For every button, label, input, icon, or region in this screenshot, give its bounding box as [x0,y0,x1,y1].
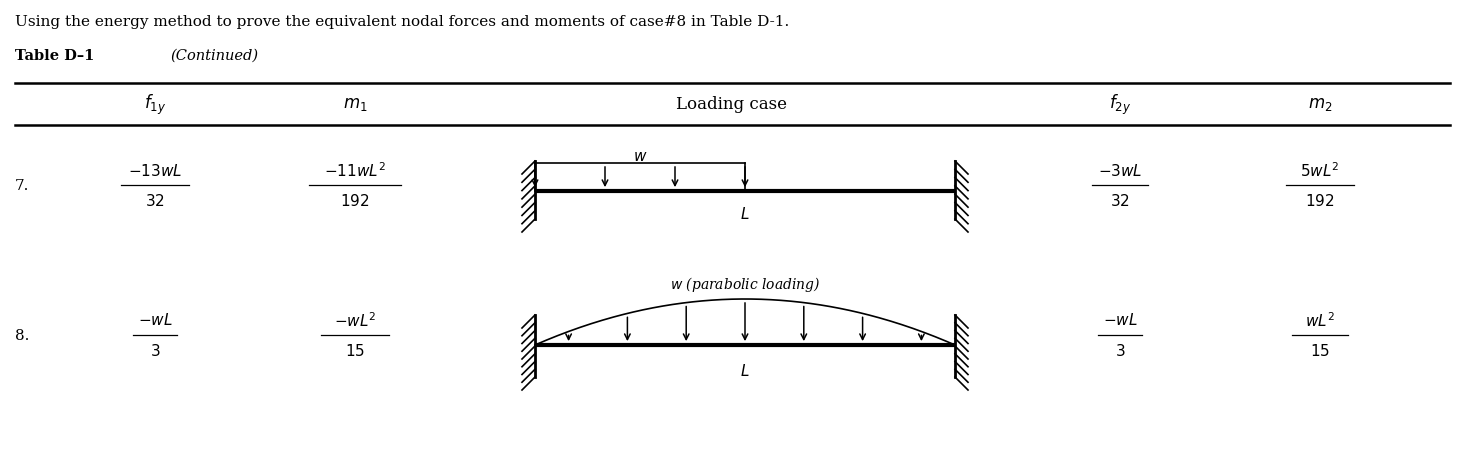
Text: $f_{1y}$: $f_{1y}$ [143,93,165,117]
Text: $w$ (parabolic loading): $w$ (parabolic loading) [669,274,820,293]
Text: $32$: $32$ [145,193,165,209]
Text: (Continued): (Continued) [170,49,258,63]
Text: $L$: $L$ [741,362,750,378]
Text: $192$: $192$ [1306,193,1335,209]
Text: $L$: $L$ [741,206,750,221]
Text: Loading case: Loading case [676,96,788,113]
Text: $-wL^2$: $-wL^2$ [334,311,376,329]
Text: Table D–1: Table D–1 [15,49,94,63]
Text: $3$: $3$ [1114,343,1126,359]
Text: $5wL^2$: $5wL^2$ [1300,161,1340,180]
Text: $f_{2y}$: $f_{2y}$ [1108,93,1132,117]
Text: $-wL$: $-wL$ [138,312,173,328]
Text: Using the energy method to prove the equivalent nodal forces and moments of case: Using the energy method to prove the equ… [15,15,789,29]
Text: $m_1$: $m_1$ [343,96,367,113]
Text: $3$: $3$ [149,343,160,359]
Text: $15$: $15$ [346,343,365,359]
Text: $m_2$: $m_2$ [1307,96,1332,113]
Text: $15$: $15$ [1310,343,1329,359]
Text: $-13wL$: $-13wL$ [127,162,182,178]
Text: $-11wL^2$: $-11wL^2$ [324,161,386,180]
Text: $-wL$: $-wL$ [1102,312,1138,328]
Text: 8.: 8. [15,328,29,342]
Text: $-3wL$: $-3wL$ [1098,162,1142,178]
Text: 7.: 7. [15,179,29,193]
Text: $32$: $32$ [1110,193,1130,209]
Text: $wL^2$: $wL^2$ [1304,311,1335,329]
Text: $w$: $w$ [632,150,647,163]
Text: $192$: $192$ [340,193,369,209]
